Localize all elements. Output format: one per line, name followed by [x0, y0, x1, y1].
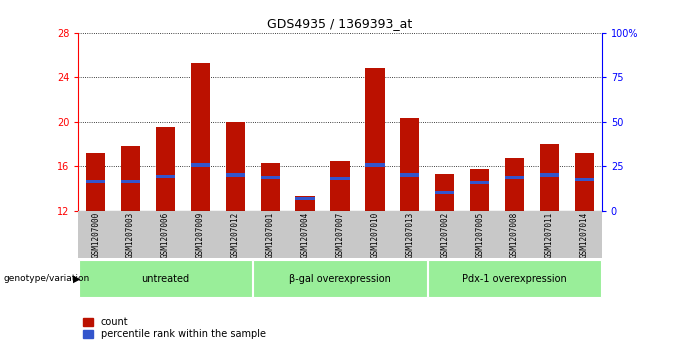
Bar: [540, 144, 559, 211]
Text: GSM1207001: GSM1207001: [266, 212, 275, 258]
Text: GSM1207013: GSM1207013: [405, 212, 414, 258]
Bar: [575, 153, 594, 211]
Text: GSM1207012: GSM1207012: [231, 212, 240, 258]
Text: GSM1207002: GSM1207002: [440, 212, 449, 258]
Bar: [505, 158, 524, 211]
Bar: [296, 196, 315, 211]
Bar: [470, 181, 489, 184]
Bar: [260, 163, 279, 211]
Bar: [435, 174, 454, 211]
Bar: [470, 170, 489, 211]
Bar: [505, 176, 524, 179]
Bar: [156, 175, 175, 178]
Text: GSM1207000: GSM1207000: [91, 212, 100, 258]
Bar: [254, 260, 426, 297]
Text: GSM1207007: GSM1207007: [335, 212, 345, 258]
Bar: [191, 163, 210, 167]
Bar: [260, 176, 279, 179]
Text: GSM1207005: GSM1207005: [475, 212, 484, 258]
Text: Pdx-1 overexpression: Pdx-1 overexpression: [462, 274, 567, 284]
Text: β-gal overexpression: β-gal overexpression: [289, 274, 391, 284]
Bar: [401, 174, 420, 176]
Text: untreated: untreated: [141, 274, 190, 284]
Text: GSM1207014: GSM1207014: [580, 212, 589, 258]
Bar: [226, 122, 245, 211]
Text: GSM1207008: GSM1207008: [510, 212, 519, 258]
Bar: [365, 68, 384, 211]
Bar: [86, 180, 105, 183]
Bar: [86, 153, 105, 211]
Legend: count, percentile rank within the sample: count, percentile rank within the sample: [83, 317, 266, 339]
Text: GSM1207004: GSM1207004: [301, 212, 309, 258]
Bar: [428, 260, 601, 297]
Bar: [330, 177, 350, 180]
Text: ▶: ▶: [73, 274, 81, 284]
Bar: [121, 180, 140, 183]
Bar: [79, 260, 252, 297]
Bar: [435, 191, 454, 194]
Bar: [540, 174, 559, 176]
Bar: [226, 174, 245, 176]
Title: GDS4935 / 1369393_at: GDS4935 / 1369393_at: [267, 17, 413, 30]
Text: GSM1207003: GSM1207003: [126, 212, 135, 258]
Bar: [330, 160, 350, 211]
Bar: [121, 146, 140, 211]
Bar: [401, 118, 420, 211]
Bar: [156, 127, 175, 211]
Text: GSM1207010: GSM1207010: [371, 212, 379, 258]
Text: genotype/variation: genotype/variation: [3, 274, 90, 283]
Text: GSM1207011: GSM1207011: [545, 212, 554, 258]
Text: GSM1207006: GSM1207006: [161, 212, 170, 258]
Bar: [296, 197, 315, 200]
Text: GSM1207009: GSM1207009: [196, 212, 205, 258]
Bar: [575, 178, 594, 181]
Bar: [365, 163, 384, 167]
Bar: [191, 63, 210, 211]
